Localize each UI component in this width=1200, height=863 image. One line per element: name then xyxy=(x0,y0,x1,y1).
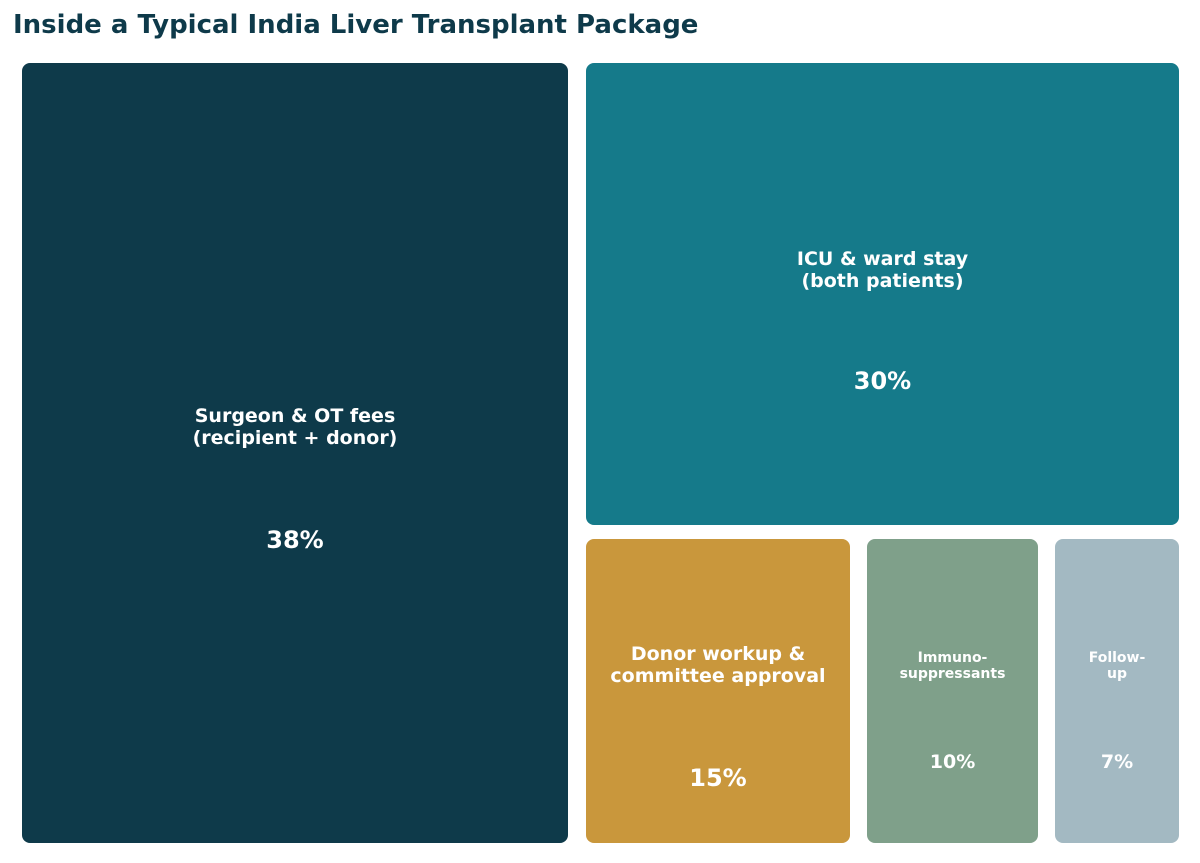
tile-label: Follow- up xyxy=(1088,650,1146,682)
tile-label: Surgeon & OT fees (recipient + donor) xyxy=(192,405,398,449)
treemap-tile-follow-up: Follow- up 7% xyxy=(1055,539,1179,843)
tile-value: 15% xyxy=(689,764,747,792)
tile-label: ICU & ward stay (both patients) xyxy=(796,248,969,292)
treemap-tile-immunosuppressants: Immuno- suppressants 10% xyxy=(867,539,1038,843)
treemap-tile-surgeon-ot-fees: Surgeon & OT fees (recipient + donor) 38… xyxy=(22,63,568,843)
tile-label: Donor workup & committee approval xyxy=(610,643,826,687)
treemap-tile-donor-workup: Donor workup & committee approval 15% xyxy=(586,539,850,843)
treemap-tile-icu-ward-stay: ICU & ward stay (both patients) 30% xyxy=(586,63,1179,525)
tile-value: 38% xyxy=(266,526,324,554)
tile-value: 7% xyxy=(1100,751,1134,773)
tile-label: Immuno- suppressants xyxy=(899,650,1006,682)
tile-value: 30% xyxy=(853,367,912,395)
chart-title: Inside a Typical India Liver Transplant … xyxy=(13,10,699,40)
tile-value: 10% xyxy=(929,751,976,773)
